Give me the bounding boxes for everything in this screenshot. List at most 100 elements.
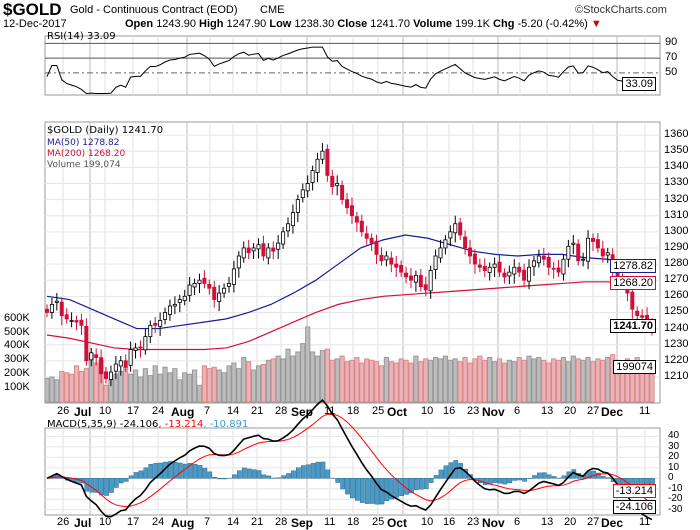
price-tick: 1320 bbox=[664, 192, 689, 205]
candle bbox=[197, 279, 202, 284]
macd-histogram-bar bbox=[404, 478, 409, 495]
volume-bar bbox=[546, 362, 552, 403]
volume-bar bbox=[191, 369, 198, 403]
candle bbox=[374, 240, 379, 255]
price-tick: 1250 bbox=[664, 305, 689, 318]
x-tick-label: 24 bbox=[152, 516, 165, 528]
macd-histogram-bar bbox=[546, 474, 552, 479]
macd-tick: 30 bbox=[668, 440, 680, 452]
volume-bar bbox=[216, 369, 222, 403]
candle bbox=[536, 255, 541, 264]
candle bbox=[340, 184, 345, 200]
price-label: $GOLD (Daily) 1241.70 bbox=[47, 125, 164, 136]
volume-bar bbox=[221, 372, 227, 403]
candle bbox=[453, 223, 458, 234]
candle bbox=[54, 300, 59, 303]
candle bbox=[590, 237, 595, 242]
macd-histogram-bar bbox=[212, 477, 218, 479]
candle bbox=[167, 305, 172, 315]
macd-histogram-bar bbox=[207, 471, 213, 479]
macd-histogram-bar bbox=[236, 470, 242, 479]
volume-bar bbox=[359, 362, 365, 403]
candle bbox=[128, 349, 133, 366]
candle bbox=[295, 199, 300, 213]
x-tick-label: 10 bbox=[421, 516, 434, 528]
brand-logo[interactable]: ©StockCharts.com bbox=[575, 4, 667, 16]
candle bbox=[202, 277, 207, 284]
x-tick-label: 16 bbox=[443, 516, 456, 528]
candle bbox=[546, 256, 551, 268]
candle bbox=[187, 284, 192, 296]
volume-bar bbox=[595, 358, 601, 403]
macd-histogram-bar bbox=[217, 478, 223, 480]
volume-bar bbox=[324, 348, 330, 403]
macd-histogram-bar bbox=[173, 462, 178, 479]
x-tick-label: 25 bbox=[372, 405, 385, 417]
macd-label: MACD(5,35,9) -24.106 bbox=[47, 419, 159, 430]
volume-bar bbox=[610, 354, 616, 403]
volume-bar bbox=[83, 368, 89, 403]
volume-bar bbox=[349, 359, 355, 403]
candle bbox=[172, 303, 177, 307]
candle bbox=[399, 264, 404, 273]
candle bbox=[433, 255, 438, 270]
volume-bar bbox=[93, 362, 99, 403]
volume-bar bbox=[428, 359, 434, 403]
x-tick-label: Jul bbox=[74, 516, 92, 530]
macd-tick: 0 bbox=[668, 472, 674, 484]
macd-histogram-bar bbox=[74, 478, 80, 483]
macd-histogram-bar bbox=[123, 478, 129, 482]
volume-bar bbox=[177, 379, 183, 403]
x-tick-label: 16 bbox=[443, 405, 456, 417]
candle bbox=[635, 310, 640, 317]
macd-histogram-bar bbox=[310, 463, 316, 479]
candle bbox=[266, 247, 271, 259]
volume-bar bbox=[413, 355, 419, 403]
candle bbox=[345, 199, 350, 209]
high-value: 1247.90 bbox=[226, 18, 267, 30]
volume-bar bbox=[408, 362, 414, 403]
volume-bar bbox=[369, 359, 375, 403]
ma200-label: MA(200) 1268.20 bbox=[47, 149, 126, 159]
macd-histogram-bar bbox=[512, 478, 518, 481]
macd-histogram-bar bbox=[492, 478, 498, 483]
candle bbox=[94, 354, 99, 358]
x-tick-label: Sep bbox=[291, 516, 314, 530]
volume-bar bbox=[511, 361, 517, 403]
x-tick-label: 20 bbox=[564, 516, 577, 528]
volume-bar bbox=[300, 343, 306, 403]
volume-bar bbox=[423, 358, 429, 403]
close-value: 1241.70 bbox=[370, 18, 411, 30]
candle bbox=[463, 236, 468, 249]
volume-bar bbox=[49, 376, 55, 403]
candle bbox=[354, 216, 359, 223]
macd-histogram-bar bbox=[84, 478, 90, 492]
candle bbox=[364, 233, 369, 239]
volume-bar bbox=[231, 362, 237, 403]
volume-bar bbox=[393, 362, 399, 403]
x-tick-label: Sep bbox=[291, 405, 314, 419]
macd-histogram-bar bbox=[537, 472, 542, 479]
macd-histogram-bar bbox=[143, 467, 149, 479]
candle bbox=[281, 231, 286, 245]
volume-bar bbox=[565, 361, 571, 403]
x-tick-label: 11 bbox=[639, 405, 651, 417]
macd-histogram-bar bbox=[128, 475, 134, 479]
volume-bar bbox=[142, 368, 148, 403]
macd-tick: -30 bbox=[668, 503, 683, 515]
macd-histogram-bar bbox=[409, 478, 414, 494]
macd-histogram-bar bbox=[399, 478, 404, 496]
volume-bar bbox=[59, 370, 65, 403]
open-value: 1243.90 bbox=[156, 18, 196, 30]
macd-histogram-bar bbox=[359, 478, 365, 503]
macd-signal-tag: -13.214 bbox=[612, 484, 656, 498]
x-tick-label: 21 bbox=[251, 405, 264, 417]
macd-histogram-bar bbox=[389, 478, 395, 500]
rsi-tick: 90 bbox=[665, 36, 678, 49]
candle bbox=[153, 323, 158, 326]
price-tick: 1230 bbox=[664, 337, 689, 350]
volume-bar bbox=[152, 365, 158, 403]
candle bbox=[384, 255, 389, 261]
x-tick-label: 20 bbox=[564, 405, 577, 417]
